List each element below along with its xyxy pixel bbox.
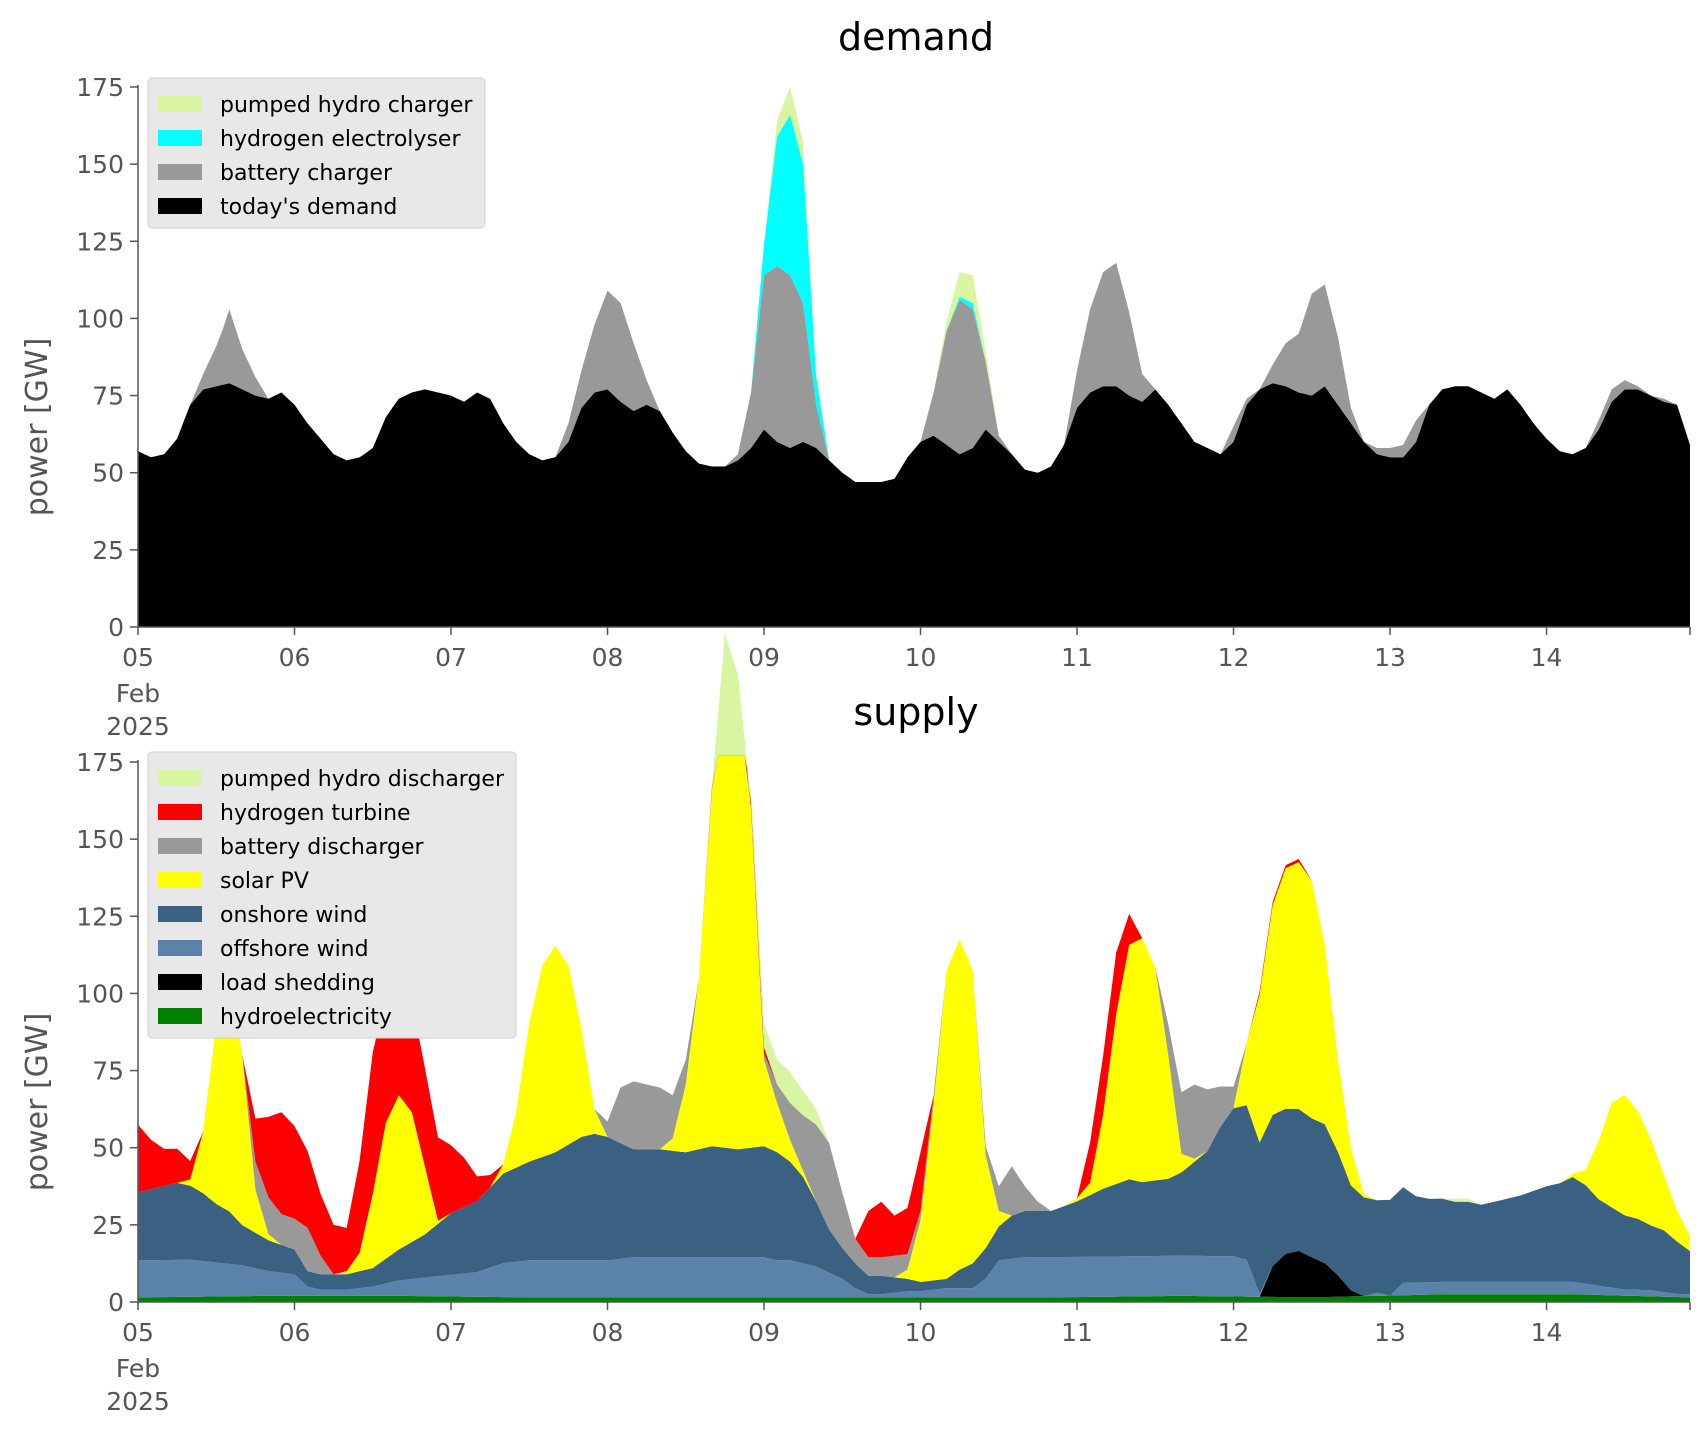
legend-swatch-battery-charger bbox=[158, 164, 202, 180]
area-solar-pv bbox=[138, 755, 1690, 1282]
legend-label-pumped-hydro-charger: pumped hydro charger bbox=[220, 93, 473, 118]
supply-chart-title: supply bbox=[853, 690, 978, 734]
y-tick-label: 150 bbox=[76, 150, 124, 179]
x-tick-label: 07 bbox=[435, 1318, 467, 1347]
demand-areas bbox=[138, 87, 1690, 627]
area-onshore-wind bbox=[138, 1105, 1690, 1297]
x-tick-month: Feb bbox=[116, 679, 160, 708]
legend-swatch-today-s-demand bbox=[158, 198, 202, 214]
y-tick-label: 25 bbox=[92, 1211, 124, 1240]
x-tick-label: 09 bbox=[748, 1318, 780, 1347]
legend-label-solar-pv: solar PV bbox=[220, 869, 309, 894]
supply-legend: pumped hydro discharger hydrogen turbine b… bbox=[147, 751, 517, 1039]
demand-legend: pumped hydro charger hydrogen electrolyse… bbox=[147, 77, 486, 229]
legend-swatch-hydrogen-turbine bbox=[158, 804, 202, 820]
legend-swatch-pumped-hydro-discharger bbox=[158, 770, 202, 786]
demand-chart-ylabel: power [GW] bbox=[20, 338, 55, 517]
x-tick-label: 13 bbox=[1374, 643, 1406, 672]
legend-label-hydroelectricity: hydroelectricity bbox=[220, 1005, 392, 1030]
x-tick-label: 08 bbox=[592, 643, 624, 672]
x-tick-label: 14 bbox=[1531, 1318, 1563, 1347]
area-offshore-wind bbox=[138, 1250, 1690, 1298]
y-tick-label: 25 bbox=[92, 536, 124, 565]
x-tick-label: 08 bbox=[592, 1318, 624, 1347]
demand-chart: demand power [GW] 0 25 50 75 100 125 150 175 05 F… bbox=[20, 15, 1691, 741]
supply-axes: 0 25 50 75 100 125 150 175 05 Feb 2025 06 07 08 09 10 11… bbox=[76, 748, 1691, 1416]
area-hydroelectricity bbox=[138, 1294, 1690, 1302]
y-tick-label: 75 bbox=[92, 382, 124, 411]
x-tick-label: 09 bbox=[748, 643, 780, 672]
legend-swatch-hydroelectricity bbox=[158, 1008, 202, 1024]
demand-axes: 0 25 50 75 100 125 150 175 05 Feb 2025 06 07 08 09 10 11… bbox=[76, 73, 1691, 741]
y-tick-label: 75 bbox=[92, 1057, 124, 1086]
y-tick-label: 100 bbox=[76, 979, 124, 1008]
y-tick-label: 0 bbox=[108, 1288, 124, 1317]
y-tick-label: 100 bbox=[76, 304, 124, 333]
x-tick-label: 05 bbox=[122, 1318, 154, 1347]
x-tick-label: 14 bbox=[1531, 643, 1563, 672]
legend-label-load-shedding: load shedding bbox=[220, 971, 375, 996]
y-tick-label: 0 bbox=[108, 613, 124, 642]
x-tick-label: 10 bbox=[905, 1318, 937, 1347]
area-load-shedding bbox=[138, 1250, 1690, 1298]
x-tick-year: 2025 bbox=[106, 1387, 170, 1416]
x-tick-year: 2025 bbox=[106, 712, 170, 741]
y-tick-label: 50 bbox=[92, 459, 124, 488]
legend-box bbox=[147, 751, 517, 1039]
legend-swatch-load-shedding bbox=[158, 974, 202, 990]
y-tick-label: 125 bbox=[76, 227, 124, 256]
area-today-s-demand bbox=[138, 383, 1690, 627]
supply-chart: supply power [GW] 0 25 50 75 100 125 150 175 05 F… bbox=[20, 633, 1691, 1416]
legend-label-offshore-wind: offshore wind bbox=[220, 937, 369, 962]
legend-label-onshore-wind: onshore wind bbox=[220, 903, 367, 928]
legend-label-hydrogen-turbine: hydrogen turbine bbox=[220, 801, 411, 826]
x-tick-month: Feb bbox=[116, 1354, 160, 1383]
y-tick-label: 50 bbox=[92, 1134, 124, 1163]
x-tick-label: 07 bbox=[435, 643, 467, 672]
legend-swatch-pumped-hydro-charger bbox=[158, 96, 202, 112]
x-tick-label: 12 bbox=[1218, 643, 1250, 672]
x-tick-label: 13 bbox=[1374, 1318, 1406, 1347]
legend-swatch-onshore-wind bbox=[158, 906, 202, 922]
supply-chart-ylabel: power [GW] bbox=[20, 1013, 55, 1192]
legend-label-pumped-hydro-discharger: pumped hydro discharger bbox=[220, 767, 505, 792]
legend-label-hydrogen-electrolyser: hydrogen electrolyser bbox=[220, 127, 461, 152]
x-tick-label: 06 bbox=[279, 1318, 311, 1347]
legend-box bbox=[147, 77, 486, 229]
legend-label-today-s-demand: today's demand bbox=[220, 195, 397, 220]
legend-label-battery-charger: battery charger bbox=[220, 161, 393, 186]
legend-swatch-battery-discharger bbox=[158, 838, 202, 854]
supply-areas bbox=[138, 633, 1690, 1302]
x-tick-label: 12 bbox=[1218, 1318, 1250, 1347]
y-tick-label: 175 bbox=[76, 73, 124, 102]
x-tick-label: 11 bbox=[1061, 643, 1093, 672]
x-tick-label: 06 bbox=[279, 643, 311, 672]
x-tick-label: 10 bbox=[905, 643, 937, 672]
legend-swatch-hydrogen-electrolyser bbox=[158, 130, 202, 146]
demand-chart-title: demand bbox=[838, 15, 994, 59]
area-hydrogen-turbine bbox=[138, 638, 1690, 1275]
legend-swatch-solar-pv bbox=[158, 872, 202, 888]
y-tick-label: 175 bbox=[76, 748, 124, 777]
legend-label-battery-discharger: battery discharger bbox=[220, 835, 425, 860]
y-tick-label: 125 bbox=[76, 902, 124, 931]
x-tick-label: 05 bbox=[122, 643, 154, 672]
y-tick-label: 150 bbox=[76, 825, 124, 854]
x-tick-label: 11 bbox=[1061, 1318, 1093, 1347]
legend-swatch-offshore-wind bbox=[158, 940, 202, 956]
